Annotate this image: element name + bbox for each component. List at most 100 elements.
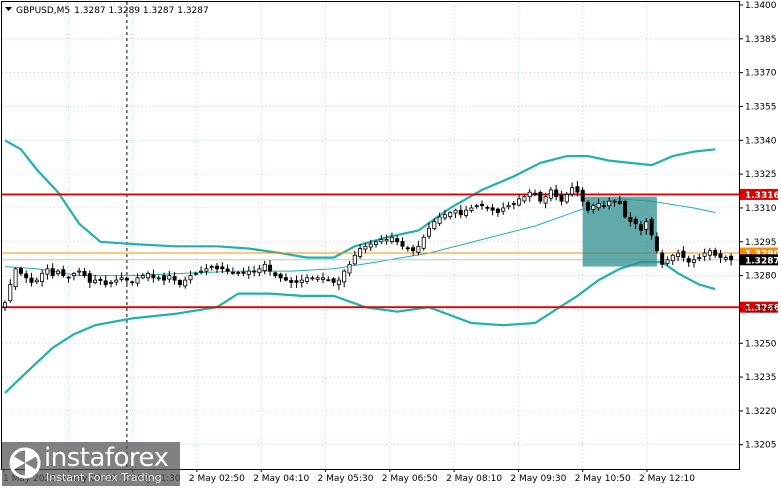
candle (278, 272, 283, 282)
candle (252, 265, 257, 277)
level-tag-support (740, 301, 778, 313)
candle (405, 245, 410, 252)
candle (246, 266, 251, 279)
candle (554, 184, 559, 201)
candle (421, 234, 426, 251)
grid (2, 2, 739, 469)
candle (299, 274, 304, 288)
candle (29, 272, 34, 287)
candle (220, 262, 225, 274)
candle (209, 264, 214, 271)
candle (649, 216, 654, 240)
x-tick-label: 2 May 02:50 (189, 474, 245, 484)
candle (342, 269, 347, 288)
x-tick-label: 2 May 09:30 (510, 474, 566, 484)
candle (384, 234, 389, 245)
candle (135, 273, 140, 287)
candle (670, 253, 675, 266)
current-price-tag (740, 254, 778, 266)
candle (156, 275, 161, 282)
candle (564, 192, 569, 205)
candle (167, 270, 172, 283)
candle (50, 263, 55, 279)
y-tick-label: 1.3250 (745, 339, 777, 349)
candle (389, 232, 394, 245)
candle (193, 271, 198, 276)
title-symbol: GBPUSD,M5 (16, 6, 70, 16)
candle (326, 276, 331, 282)
x-tick-label: 2 May 06:50 (382, 474, 438, 484)
candle (373, 240, 378, 248)
candle (225, 264, 230, 275)
y-tick-label: 1.3235 (745, 373, 777, 383)
candle (236, 270, 241, 277)
candle (273, 271, 278, 279)
candle (204, 263, 209, 276)
candle (146, 271, 151, 282)
candle (522, 194, 527, 204)
candle (13, 267, 18, 291)
candle (188, 270, 193, 284)
candle (697, 253, 702, 262)
candle (199, 266, 204, 275)
candle (596, 198, 601, 211)
candle (495, 207, 500, 217)
level-tag-resistance (740, 188, 778, 200)
candle (358, 244, 363, 259)
y-tick-label: 1.3310 (745, 204, 777, 214)
candle (241, 267, 246, 277)
candle (267, 260, 272, 276)
level-tag-pivot (740, 247, 778, 259)
candle (464, 205, 469, 218)
candle (654, 232, 659, 254)
candle (639, 220, 644, 236)
candle (623, 199, 628, 219)
candle (586, 200, 591, 214)
candle (426, 222, 431, 240)
candle (548, 187, 553, 202)
candle (543, 193, 548, 209)
candle (214, 263, 219, 273)
candle (56, 269, 61, 276)
candle (723, 255, 728, 262)
candles (3, 181, 734, 311)
candle (533, 189, 538, 197)
y-tick-label: 1.3295 (745, 238, 777, 248)
instaforex-logo-icon (9, 447, 41, 479)
y-tick-label: 1.3385 (745, 35, 777, 45)
candle (644, 218, 649, 235)
candle (559, 190, 564, 206)
watermark-brand: instaforex (44, 443, 169, 473)
x-tick-label: 2 May 05:30 (318, 474, 374, 484)
candle (575, 181, 580, 197)
candle (469, 204, 474, 213)
candle (320, 272, 325, 284)
y-tick-label: 1.3340 (745, 136, 777, 146)
candle (458, 205, 463, 219)
candle (718, 250, 723, 263)
candle (395, 235, 400, 246)
x-tick-label: 2 May 08:10 (446, 474, 502, 484)
y-tick-label: 1.3325 (745, 170, 777, 180)
candle (453, 208, 458, 219)
candle (681, 246, 686, 262)
candle (676, 249, 681, 262)
candle (183, 276, 188, 289)
candle (411, 244, 416, 256)
candle (230, 267, 235, 275)
dropdown-triangle-icon[interactable] (5, 7, 12, 11)
x-tick-label: 2 May 04:10 (253, 474, 309, 484)
candle (501, 202, 506, 215)
candle (98, 276, 103, 286)
candle (66, 275, 71, 283)
candle (400, 237, 405, 250)
candle (289, 277, 294, 288)
candle (257, 264, 262, 277)
candle (294, 275, 299, 288)
candle (45, 264, 50, 280)
candle (77, 267, 82, 276)
candle (368, 239, 373, 252)
candle (713, 247, 718, 258)
